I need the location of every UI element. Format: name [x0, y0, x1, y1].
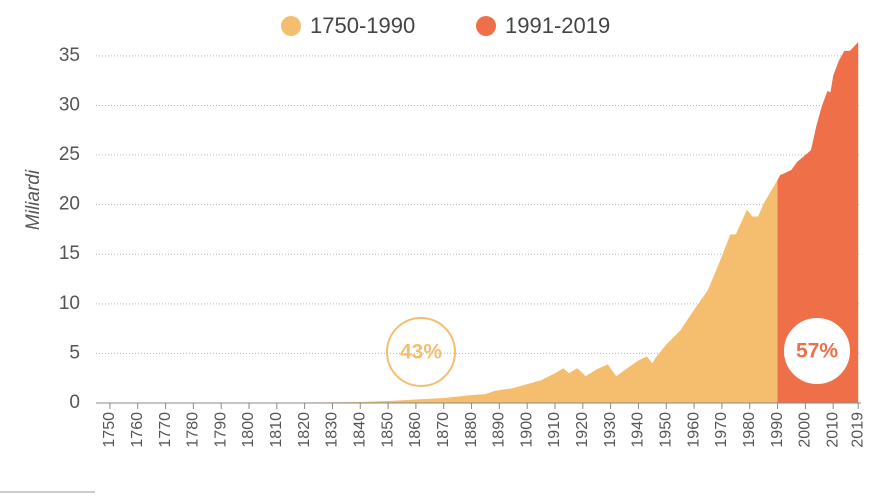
y-tick-label: 15: [59, 243, 80, 264]
annotation: 43%: [400, 341, 442, 364]
x-tick-label: 1800: [240, 412, 257, 448]
x-tick-label: 1930: [602, 412, 619, 448]
x-tick-label: 1960: [685, 412, 702, 448]
y-tick-label: 35: [59, 45, 80, 66]
x-tick-label: 2010: [824, 412, 841, 448]
x-tick-label: 1820: [296, 412, 313, 448]
annotation-circle: [782, 316, 852, 386]
x-tick-label: 1920: [574, 412, 591, 448]
x-tick-label: 1890: [491, 412, 508, 448]
y-axis-label: Miliardi: [23, 169, 44, 230]
x-tick-label: 1770: [157, 412, 174, 448]
annotation-circle: [386, 317, 456, 387]
y-tick-label: 25: [59, 144, 80, 165]
x-tick-label: 1990: [769, 412, 786, 448]
x-tick-label: 1910: [546, 412, 563, 448]
y-tick-label: 30: [59, 94, 80, 115]
x-tick-label: 1880: [463, 412, 480, 448]
x-tick-label: 1830: [324, 412, 341, 448]
x-tick-label: 1980: [741, 412, 758, 448]
area: [777, 41, 859, 403]
legend-label: 1750-1990: [310, 13, 415, 38]
x-tick-label: 1750: [101, 412, 118, 448]
area: [109, 179, 778, 403]
x-tick-label: 1860: [407, 412, 424, 448]
x-tick-label: 2000: [797, 412, 814, 448]
x-tick-label: 1810: [268, 412, 285, 448]
x-tick-label: 1970: [713, 412, 730, 448]
annotation: 57%: [796, 340, 838, 363]
legend-swatch: [476, 16, 496, 36]
x-tick-label: 1790: [212, 412, 229, 448]
x-tick-label: 1760: [129, 412, 146, 448]
x-tick-label: 1940: [630, 412, 647, 448]
y-tick-label: 0: [69, 392, 80, 413]
legend-swatch: [281, 16, 301, 36]
x-tick-label: 1780: [185, 412, 202, 448]
y-tick-label: 5: [69, 342, 80, 363]
x-tick-label: 2019: [849, 412, 866, 448]
y-tick-label: 20: [59, 194, 80, 215]
x-tick-label: 1840: [351, 412, 368, 448]
x-tick-label: 1900: [518, 412, 535, 448]
y-tick-label: 10: [59, 293, 80, 314]
legend-label: 1991-2019: [505, 13, 610, 38]
x-tick-label: 1850: [379, 412, 396, 448]
x-tick-label: 1870: [435, 412, 452, 448]
x-tick-label: 1950: [657, 412, 674, 448]
